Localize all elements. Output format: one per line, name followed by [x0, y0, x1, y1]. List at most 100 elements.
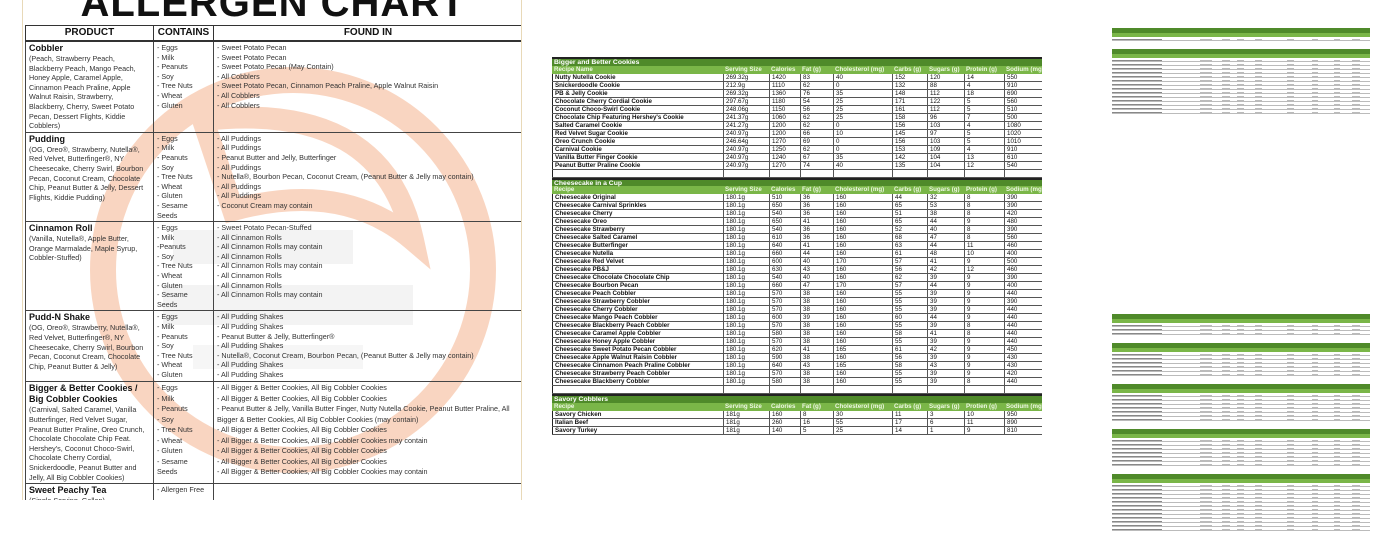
table-cell: Cheesecake Nutella — [552, 250, 723, 257]
table-cell: 180.1g — [723, 226, 769, 233]
found-in-item: - All Cinnamon Rolls — [217, 251, 282, 261]
allergen-row: Cinnamon Roll (Vanilla, Nutella®, Apple B… — [25, 221, 521, 312]
mini-table-title — [1112, 429, 1370, 434]
table-cell: 44 — [892, 194, 927, 201]
table-cell: Cheesecake Bourbon Pecan — [552, 282, 723, 289]
table-cell: 67 — [800, 153, 833, 161]
table-row: Cheesecake Apple Walnut Raisin Cobbler 18… — [552, 354, 1042, 362]
table-cell — [552, 169, 723, 177]
table-cell: 40 — [833, 73, 892, 81]
allergen-chart: ALLERGEN CHART PRODUCT CONTAINS FOUND IN… — [22, 0, 522, 500]
table-cell: 3 — [927, 410, 964, 418]
table-cell: 600 — [769, 314, 800, 321]
table-cell: Cheesecake Strawberry Cobbler — [552, 298, 723, 305]
table-cell: 145 — [892, 129, 927, 137]
table-cell: 570 — [769, 306, 800, 313]
table-cell: 18 — [964, 89, 1004, 97]
table-row: Vanilla Butter Finger Cookie 240.97g 1240 6… — [552, 153, 1042, 162]
table-cell: 160 — [833, 330, 892, 337]
table-cell: 56 — [892, 354, 927, 361]
table-cell: 62 — [800, 81, 833, 89]
table-cell: 570 — [769, 338, 800, 345]
table-cell: 570 — [769, 370, 800, 377]
empty-row — [552, 169, 1042, 178]
mini-table-header — [1112, 33, 1370, 37]
nutrition-section: Savory Cobblers Recipe Serving Size Calorie… — [552, 394, 1042, 435]
table-row: Cheesecake Nutella 180.1g 660 44 160 61 48 10 40… — [552, 250, 1042, 258]
found-in-item: - All Puddings — [217, 133, 261, 143]
product-cell: Cinnamon Roll (Vanilla, Nutella®, Apple B… — [25, 221, 154, 312]
mini-table-row — [1112, 401, 1370, 405]
allergen-item: - Gluten — [157, 370, 183, 379]
table-cell: 35 — [833, 89, 892, 97]
table-cell: 60 — [892, 314, 927, 321]
found-in-item: - All Pudding Shakes — [217, 322, 284, 332]
table-cell: 25 — [833, 426, 892, 434]
mini-table-row — [1112, 450, 1370, 454]
table-cell: 120 — [927, 73, 964, 81]
table-cell: 1110 — [769, 81, 800, 89]
table-cell: Vanilla Butter Finger Cookie — [552, 153, 723, 161]
table-cell: 104 — [927, 153, 964, 161]
table-cell: 1150 — [769, 105, 800, 113]
table-cell: 11 — [964, 242, 1004, 249]
table-cell: Savory Chicken — [552, 410, 723, 418]
table-row: Savory Turkey 181g 140 5 25 14 1 9 810 — [552, 426, 1042, 435]
column-header: Serving Size — [725, 402, 762, 410]
allergen-item: - Sesame Seeds — [157, 456, 188, 477]
table-cell: 180.1g — [723, 346, 769, 353]
allergen-item: - Tree Nuts — [157, 81, 193, 91]
table-cell: 25 — [833, 113, 892, 121]
empty-row — [552, 386, 1042, 394]
table-cell: 16 — [800, 418, 833, 426]
table-cell: 400 — [1004, 250, 1042, 257]
table-cell: 9 — [964, 362, 1004, 369]
table-cell: Cheesecake Apple Walnut Raisin Cobbler — [552, 354, 723, 361]
product-name: Cobbler — [29, 43, 64, 53]
table-cell: 38 — [800, 378, 833, 385]
table-cell: 69 — [800, 137, 833, 145]
table-cell: Savory Turkey — [552, 426, 723, 434]
table-cell: 660 — [769, 282, 800, 289]
product-varieties: (OG, Oreo®, Strawberry, Nutella®, Red Ve… — [29, 323, 144, 371]
table-row: Nutty Nutella Cookie 269.32g 1420 83 40 152 12… — [552, 73, 1042, 82]
allergen-row: Sweet Peachy Tea(Single Serving, Gallon)… — [25, 483, 521, 500]
table-cell: 570 — [769, 298, 800, 305]
found-in-cell: - Sweet Potato Pecan - Sweet Potato Pecan… — [213, 40, 521, 133]
column-header: Recipe — [554, 402, 575, 410]
table-cell: 610 — [769, 234, 800, 241]
table-cell: 241.37g — [723, 113, 769, 121]
mini-table-row — [1112, 360, 1370, 364]
mini-table-row — [1112, 393, 1370, 397]
found-in-item: - Sweet Potato Pecan (May Contain) — [217, 62, 334, 72]
table-cell: 165 — [833, 362, 892, 369]
table-cell: Cheesecake Sweet Potato Pecan Cobbler — [552, 346, 723, 353]
table-cell: 62 — [892, 274, 927, 281]
table-cell: 460 — [1004, 266, 1042, 273]
table-row: Peanut Butter Praline Cookie 240.97g 1270 7… — [552, 161, 1042, 170]
table-cell: 1010 — [1004, 137, 1042, 145]
table-cell: 165 — [833, 346, 892, 353]
table-row: Cheesecake Cherry 180.1g 540 36 160 51 38 8 420 — [552, 210, 1042, 218]
mini-table-row — [1112, 417, 1370, 421]
table-cell: 1200 — [769, 121, 800, 129]
table-cell: 160 — [833, 242, 892, 249]
table-cell: 55 — [892, 370, 927, 377]
allergen-item: - Peanuts — [157, 404, 188, 414]
table-cell: 39 — [927, 378, 964, 385]
allergen-item: - Soy — [157, 71, 174, 81]
table-cell: Cheesecake Cinnamon Peach Praline Cobble… — [552, 362, 723, 369]
found-in-item: - All Bigger & Better Cookies, All Big C… — [217, 393, 387, 403]
table-cell: Cheesecake Oreo — [552, 218, 723, 225]
table-cell: 560 — [1004, 97, 1042, 105]
found-in-item: - Sweet Potato Pecan-Stuffed — [217, 223, 312, 233]
table-cell: Cheesecake Carnival Sprinkles — [552, 202, 723, 209]
table-cell: 5 — [964, 129, 1004, 137]
column-header-product: PRODUCT — [25, 25, 154, 42]
found-in-item: - All Bigger & Better Cookies, All Big C… — [217, 425, 387, 435]
table-cell: 38 — [800, 338, 833, 345]
table-cell: 43 — [927, 362, 964, 369]
table-cell: 36 — [800, 234, 833, 241]
nutrition-section: Cheesecake in a Cup Recipe Serving Size Cal… — [552, 177, 1042, 394]
table-cell: 38 — [800, 330, 833, 337]
